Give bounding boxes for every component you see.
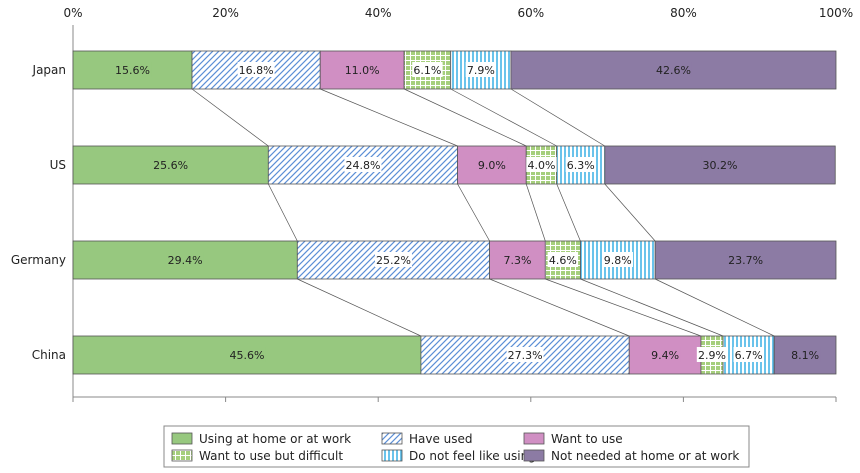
connector-line xyxy=(457,183,490,242)
data-label: 7.3% xyxy=(503,254,531,267)
connector-line xyxy=(525,183,546,242)
connector-lines xyxy=(191,88,775,337)
data-label-background xyxy=(701,157,739,172)
connector-line xyxy=(580,278,724,337)
bars xyxy=(72,50,837,375)
data-label-background xyxy=(228,347,266,362)
legend-swatch xyxy=(171,432,193,445)
data-label-background xyxy=(649,347,681,362)
data-label: 42.6% xyxy=(656,64,691,77)
data-label: 25.2% xyxy=(376,254,411,267)
data-label: 15.6% xyxy=(115,64,150,77)
data-label: 29.4% xyxy=(168,254,203,267)
data-label-background xyxy=(654,62,692,77)
data-label-background xyxy=(502,252,533,267)
category-label: China xyxy=(32,348,66,362)
category-label: Japan xyxy=(32,63,66,77)
data-label-background xyxy=(727,252,765,267)
data-label-background xyxy=(789,347,821,362)
data-label: 7.9% xyxy=(467,64,495,77)
x-tick-label: 80% xyxy=(670,6,697,20)
data-label-background xyxy=(465,62,497,77)
category-labels: Japan US Germany China xyxy=(11,63,66,362)
data-label: 27.3% xyxy=(508,349,543,362)
data-label: 6.1% xyxy=(413,64,441,77)
data-label-background xyxy=(696,347,728,362)
data-label-background xyxy=(374,252,412,267)
data-label: 4.0% xyxy=(528,159,556,172)
bar-segment xyxy=(773,335,837,375)
legend-swatch xyxy=(523,449,545,462)
legend-swatch xyxy=(523,432,545,445)
connector-line xyxy=(268,183,298,242)
x-tick-label: 40% xyxy=(365,6,392,20)
legend-swatch xyxy=(171,449,193,462)
data-label-background xyxy=(237,62,275,77)
connector-line xyxy=(489,278,630,337)
connector-line xyxy=(556,183,581,242)
data-label-background xyxy=(733,347,764,362)
x-tick-label: 100% xyxy=(819,6,853,20)
data-label-background xyxy=(343,62,381,77)
data-label-background xyxy=(476,157,508,172)
legend-swatch xyxy=(381,432,403,445)
legend-label: Using at home or at work xyxy=(199,432,351,446)
data-label-background xyxy=(565,157,596,172)
data-label: 2.9% xyxy=(698,349,726,362)
data-label-background xyxy=(166,252,204,267)
data-label: 30.2% xyxy=(703,159,738,172)
data-labels: 15.6% 16.8% 11.0% 6.1% 7.9% 42.6% 25.6% 24.8% 9.… xyxy=(114,62,821,362)
data-label-background xyxy=(547,252,579,267)
data-label: 45.6% xyxy=(229,349,264,362)
data-label-background xyxy=(412,62,443,77)
category-label: Germany xyxy=(11,253,66,267)
data-label: 6.7% xyxy=(735,349,763,362)
legend-label: Do not feel like using xyxy=(409,449,536,463)
data-label: 9.0% xyxy=(478,159,506,172)
data-label-background xyxy=(344,157,382,172)
legend-label: Want to use but difficult xyxy=(199,449,343,463)
connector-line xyxy=(604,183,656,242)
data-label: 25.6% xyxy=(153,159,188,172)
connector-line xyxy=(403,88,527,147)
data-label: 6.3% xyxy=(567,159,595,172)
data-label: 24.8% xyxy=(345,159,380,172)
data-label: 9.4% xyxy=(651,349,679,362)
connector-line xyxy=(545,278,702,337)
data-label: 16.8% xyxy=(239,64,274,77)
connector-line xyxy=(297,278,422,337)
legend-label: Not needed at home or at work xyxy=(551,449,739,463)
data-label-background xyxy=(526,157,557,172)
connector-line xyxy=(191,88,269,147)
data-label: 9.8% xyxy=(604,254,632,267)
legend-swatch xyxy=(381,449,403,462)
data-label-background xyxy=(152,157,190,172)
data-label: 8.1% xyxy=(791,349,819,362)
legend-box xyxy=(163,425,750,468)
connector-line xyxy=(510,88,605,147)
connector-line xyxy=(655,278,775,337)
x-tick-label: 60% xyxy=(517,6,544,20)
bar-segment xyxy=(420,335,630,375)
connector-line xyxy=(450,88,557,147)
data-label: 23.7% xyxy=(728,254,763,267)
legend-label: Have used xyxy=(409,432,473,446)
data-label: 4.6% xyxy=(549,254,577,267)
legend-label: Want to use xyxy=(551,432,623,446)
x-axis: 0% 20% 40% 60% 80% 100% xyxy=(63,6,853,402)
legend: Using at home or at work Have used Want to… xyxy=(163,425,750,468)
x-tick-label: 0% xyxy=(63,6,82,20)
data-label-background xyxy=(114,62,152,77)
data-label-background xyxy=(506,347,544,362)
data-label-background xyxy=(602,252,633,267)
data-label: 11.0% xyxy=(345,64,380,77)
category-label: US xyxy=(50,158,66,172)
connector-line xyxy=(320,88,458,147)
x-tick-label: 20% xyxy=(212,6,239,20)
